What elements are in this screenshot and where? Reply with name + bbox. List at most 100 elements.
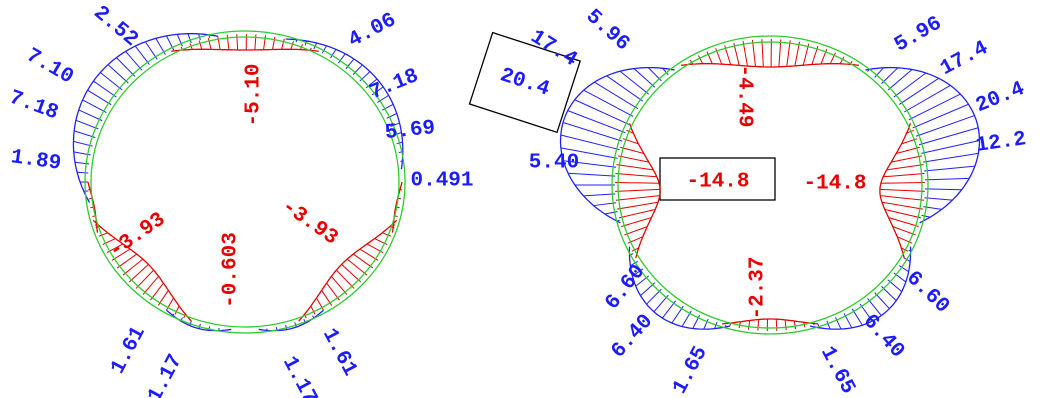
hatch-line — [574, 99, 630, 125]
hatch-line — [295, 39, 298, 43]
hatch-line — [594, 81, 639, 110]
hatch-line — [207, 37, 212, 50]
hatch-line — [615, 181, 660, 184]
hatch-line — [879, 188, 925, 192]
hatch-line — [886, 164, 924, 171]
hatch-line — [183, 313, 186, 319]
hatch-line — [377, 94, 389, 103]
hatch-line — [632, 268, 644, 277]
hatch-line — [906, 129, 914, 134]
hatch-line — [128, 264, 149, 283]
hatch-line — [775, 319, 778, 331]
hatch-line — [560, 134, 620, 151]
moment-outline — [285, 38, 404, 170]
hatch-line — [893, 72, 927, 98]
hatch-line — [393, 132, 402, 136]
hatch-line — [142, 276, 159, 295]
moment-outline — [559, 66, 675, 224]
hatch-line — [337, 53, 346, 64]
highlight-box — [659, 157, 776, 201]
hatch-line — [923, 152, 979, 163]
hatch-line — [891, 155, 922, 163]
hatch-line — [615, 195, 660, 201]
hatch-line — [761, 39, 764, 67]
hatch-line — [892, 226, 916, 236]
value-label: 5.69 — [384, 117, 437, 145]
hatch-line — [604, 211, 618, 215]
value-label: 1.61 — [107, 323, 151, 378]
hatch-line — [921, 140, 980, 154]
hatch-line — [174, 305, 180, 315]
hatch-line — [98, 232, 108, 237]
hatch-line — [567, 110, 626, 134]
hatch-line — [371, 86, 384, 96]
hatch-line — [593, 202, 617, 207]
hatch-line — [312, 315, 315, 319]
hatch-line — [135, 269, 154, 289]
hatch-line — [583, 193, 616, 197]
hatch-line — [631, 247, 639, 252]
hatch-line — [883, 173, 925, 178]
hatch-line — [624, 226, 648, 236]
hatch-line — [896, 146, 920, 154]
hatch-line — [172, 313, 175, 316]
value-label: -0.603 — [220, 232, 243, 308]
hatch-line — [924, 188, 962, 191]
hatch-line — [618, 155, 649, 163]
hatch-line — [835, 317, 842, 330]
hatch-line — [793, 320, 797, 330]
value-label: 4.06 — [345, 9, 400, 53]
value-label: 1.65 — [815, 343, 859, 398]
hatch-line — [630, 260, 639, 267]
hatch-line — [304, 40, 308, 46]
hatch-line — [310, 305, 316, 315]
hatch-line — [365, 78, 378, 89]
moment-outline — [72, 33, 218, 203]
hatch-line — [309, 47, 312, 51]
value-label: -14.8 — [686, 171, 749, 194]
moment-outline — [722, 318, 818, 325]
hatch-line — [908, 249, 911, 252]
hatch-line — [901, 247, 909, 252]
value-label: 17.4 — [937, 37, 992, 81]
hatch-line — [353, 253, 374, 269]
hatch-line — [829, 52, 836, 64]
moment-outline — [92, 219, 192, 322]
hatch-line — [346, 258, 368, 276]
lining-ring — [84, 30, 406, 334]
hatch-line — [794, 41, 801, 66]
hatch-line — [330, 49, 337, 59]
hatch-line — [122, 258, 144, 276]
hatch-line — [341, 264, 362, 283]
hatch-line — [898, 77, 939, 105]
hatch-line — [826, 320, 831, 330]
hatch-line — [331, 276, 348, 295]
hatch-line — [99, 72, 123, 91]
lining-ring — [611, 35, 929, 335]
hatch-line — [706, 51, 713, 64]
hatch-line — [304, 313, 307, 319]
hatch-line — [393, 224, 396, 226]
hatch-line — [562, 121, 623, 142]
value-label: 5.96 — [891, 12, 946, 57]
hatch-line — [615, 188, 661, 192]
value-label: -4.49 — [732, 64, 755, 127]
hatch-line — [583, 89, 634, 117]
hatch-line — [884, 208, 922, 219]
hatch-line — [618, 208, 656, 219]
hatch-line — [321, 45, 327, 54]
moment-outline — [681, 63, 859, 68]
hatch-line — [881, 201, 923, 210]
moment-outline — [809, 246, 912, 330]
hatch-line — [359, 71, 371, 82]
value-label: 1.65 — [669, 343, 713, 398]
hatch-line — [352, 64, 363, 75]
hatch-line — [93, 80, 117, 98]
value-label: 17.4 — [526, 26, 581, 72]
moment-outline — [298, 219, 398, 322]
hatch-line — [336, 269, 355, 289]
value-label: 1.17 — [277, 353, 321, 398]
value-label: 20.4 — [497, 64, 552, 101]
hatch-line — [281, 38, 285, 50]
